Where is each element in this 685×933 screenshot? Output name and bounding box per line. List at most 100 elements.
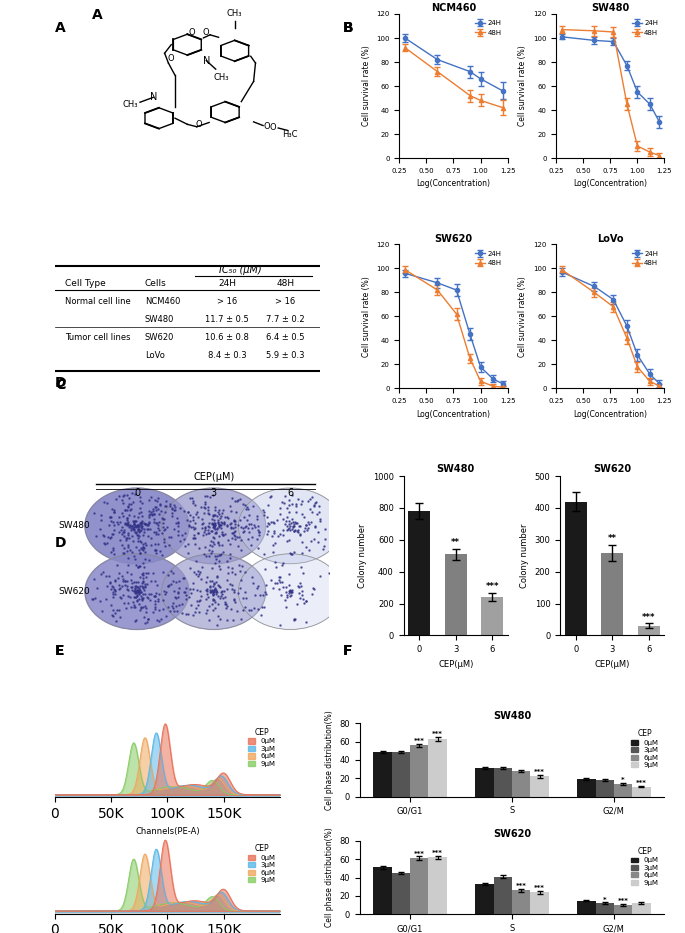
Text: 6: 6 <box>287 488 293 498</box>
Bar <box>595 780 614 797</box>
Bar <box>530 892 549 914</box>
Text: CEP(μM): CEP(μM) <box>193 472 234 482</box>
Text: N: N <box>149 92 157 103</box>
Y-axis label: Cell phase distribution(%): Cell phase distribution(%) <box>325 710 334 810</box>
Circle shape <box>238 488 342 564</box>
Text: ***: *** <box>432 850 443 856</box>
Bar <box>494 877 512 914</box>
Y-axis label: Cell survival rate (%): Cell survival rate (%) <box>362 46 371 126</box>
Text: CH₃: CH₃ <box>227 9 242 19</box>
Legend: 0μM, 3μM, 6μM, 9μM: 0μM, 3μM, 6μM, 9μM <box>247 842 277 884</box>
Circle shape <box>85 488 189 564</box>
Text: O: O <box>168 54 175 63</box>
Text: ***: *** <box>642 613 656 622</box>
Text: 24H: 24H <box>218 280 236 288</box>
Text: **: ** <box>451 537 460 547</box>
Title: LoVo: LoVo <box>597 233 623 244</box>
Y-axis label: Colony number: Colony number <box>520 523 529 588</box>
Text: Tumor cell lines: Tumor cell lines <box>65 333 131 342</box>
Title: SW480: SW480 <box>591 3 630 13</box>
Text: 5.9 ± 0.3: 5.9 ± 0.3 <box>266 351 305 360</box>
Title: SW620: SW620 <box>593 464 632 474</box>
X-axis label: Channels(PE-A): Channels(PE-A) <box>135 827 200 836</box>
Text: ***: *** <box>534 770 545 775</box>
Bar <box>373 752 392 797</box>
X-axis label: Log(Concentration): Log(Concentration) <box>416 410 490 419</box>
Text: O: O <box>203 29 210 37</box>
Text: E: E <box>55 644 64 658</box>
Text: O: O <box>264 122 270 132</box>
Title: SW620: SW620 <box>434 233 473 244</box>
Bar <box>577 779 595 797</box>
Text: O: O <box>269 123 276 132</box>
Text: O: O <box>195 119 202 129</box>
Text: ***: *** <box>636 780 647 786</box>
Bar <box>632 903 651 914</box>
Text: *: * <box>603 897 606 902</box>
Bar <box>445 554 466 635</box>
Bar <box>595 903 614 914</box>
Text: ***: *** <box>414 851 425 856</box>
Text: B: B <box>342 21 353 35</box>
Bar <box>614 905 632 914</box>
Legend: 24H, 48H: 24H, 48H <box>629 18 661 38</box>
Title: SW480: SW480 <box>493 711 531 721</box>
Legend: 0μM, 3μM, 6μM, 9μM: 0μM, 3μM, 6μM, 9μM <box>247 727 277 768</box>
Text: **: ** <box>608 535 616 543</box>
Bar <box>408 511 430 635</box>
X-axis label: Log(Concentration): Log(Concentration) <box>416 179 490 188</box>
Bar <box>410 745 429 797</box>
Bar <box>614 784 632 797</box>
Bar <box>512 890 530 914</box>
Y-axis label: Colony number: Colony number <box>358 523 367 588</box>
Bar <box>482 597 503 635</box>
X-axis label: CEP(μM): CEP(μM) <box>595 660 630 669</box>
Text: E: E <box>55 644 64 658</box>
X-axis label: Log(Concentration): Log(Concentration) <box>573 410 647 419</box>
Text: SW480: SW480 <box>145 315 174 324</box>
Bar <box>638 626 660 635</box>
Circle shape <box>85 554 189 630</box>
Title: SW620: SW620 <box>493 829 531 839</box>
Legend: 24H, 48H: 24H, 48H <box>472 248 504 269</box>
Text: ***: *** <box>618 898 629 904</box>
Text: CH₃: CH₃ <box>123 100 138 109</box>
Text: A: A <box>92 7 103 21</box>
Bar <box>577 900 595 914</box>
Text: C: C <box>55 378 65 392</box>
Text: Cell Type: Cell Type <box>65 280 106 288</box>
Text: O: O <box>189 29 195 37</box>
Text: B: B <box>342 21 353 35</box>
Bar <box>494 768 512 797</box>
Text: 0: 0 <box>134 488 140 498</box>
Text: 8.4 ± 0.3: 8.4 ± 0.3 <box>208 351 247 360</box>
Bar <box>475 884 494 914</box>
Text: ***: *** <box>534 885 545 891</box>
Text: ***: *** <box>432 731 443 737</box>
Text: F: F <box>342 644 352 658</box>
Text: 7.7 ± 0.2: 7.7 ± 0.2 <box>266 315 305 324</box>
Bar <box>392 873 410 914</box>
Bar <box>512 771 530 797</box>
Text: D: D <box>55 376 66 390</box>
Text: D: D <box>55 536 66 550</box>
Text: ***: *** <box>516 884 527 889</box>
Legend: 0μM, 3μM, 6μM, 9μM: 0μM, 3μM, 6μM, 9μM <box>628 727 661 771</box>
Bar <box>632 787 651 797</box>
Text: *: * <box>621 777 625 783</box>
Text: > 16: > 16 <box>217 298 237 306</box>
Text: ***: *** <box>486 582 499 592</box>
Text: H₃C: H₃C <box>282 130 297 139</box>
Text: SW620: SW620 <box>58 587 90 596</box>
Circle shape <box>238 554 342 630</box>
Text: 10.6 ± 0.8: 10.6 ± 0.8 <box>205 333 249 342</box>
Circle shape <box>162 488 266 564</box>
Legend: 24H, 48H: 24H, 48H <box>629 248 661 269</box>
Bar <box>530 776 549 797</box>
Y-axis label: Cell survival rate (%): Cell survival rate (%) <box>519 276 527 356</box>
Text: N: N <box>203 56 210 65</box>
Text: NCM460: NCM460 <box>145 298 180 306</box>
Text: CH₃: CH₃ <box>214 73 229 82</box>
Text: C: C <box>55 378 65 392</box>
Text: IC₅₀ (μM): IC₅₀ (μM) <box>219 265 262 275</box>
